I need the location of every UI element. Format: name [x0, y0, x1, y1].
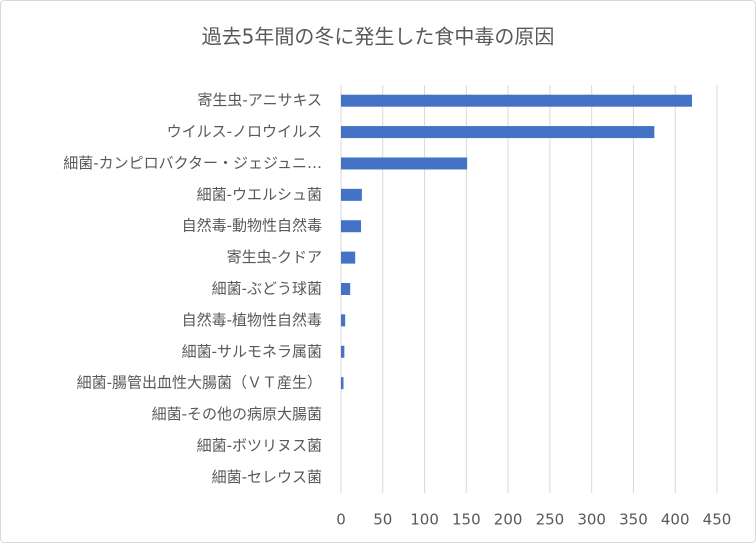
x-tick-label: 0 [336, 511, 346, 529]
x-tick-label: 450 [703, 511, 732, 529]
bar [341, 377, 344, 390]
bar [341, 94, 692, 107]
bar [341, 345, 345, 358]
x-tick-label: 150 [452, 511, 481, 529]
x-tick-label: 400 [661, 511, 690, 529]
y-tick-label: 自然毒-動物性自然毒 [182, 217, 322, 235]
x-tick-label: 300 [577, 511, 606, 529]
y-tick-label: 細菌-腸管出血性大腸菌（ＶＴ産生） [77, 374, 322, 392]
x-tick-label: 50 [373, 511, 392, 529]
y-tick-label: 細菌-その他の病原大腸菌 [152, 405, 322, 423]
x-tick-label: 200 [494, 511, 523, 529]
y-tick-label: 細菌-サルモネラ属菌 [182, 342, 322, 360]
y-tick-label: ウイルス-ノロウイルス [167, 123, 322, 141]
y-tick-label: 細菌-ぶどう球菌 [212, 280, 322, 298]
y-tick-label: 細菌-セレウス菌 [212, 468, 322, 486]
bar [341, 314, 346, 327]
x-tick-label: 250 [536, 511, 565, 529]
x-tick-label: 350 [619, 511, 648, 529]
y-tick-label: 寄生虫-クドア [227, 248, 322, 266]
x-tick-label: 100 [410, 511, 439, 529]
bar [341, 188, 362, 201]
bar [341, 157, 468, 170]
chart-title: 過去5年間の冬に発生した食中毒の原因 [202, 25, 555, 49]
y-tick-label: 寄生虫-アニサキス [197, 91, 322, 109]
bar [341, 283, 351, 295]
y-tick-label: 細菌-カンピロバクター・ジェジュニ… [63, 154, 322, 172]
bar [341, 251, 356, 264]
bar [341, 126, 655, 139]
bar [341, 220, 362, 233]
y-tick-label: 細菌-ボツリヌス菌 [197, 436, 322, 454]
y-tick-label: 細菌-ウエルシュ菌 [197, 185, 322, 203]
y-tick-label: 自然毒-植物性自然毒 [182, 311, 322, 329]
